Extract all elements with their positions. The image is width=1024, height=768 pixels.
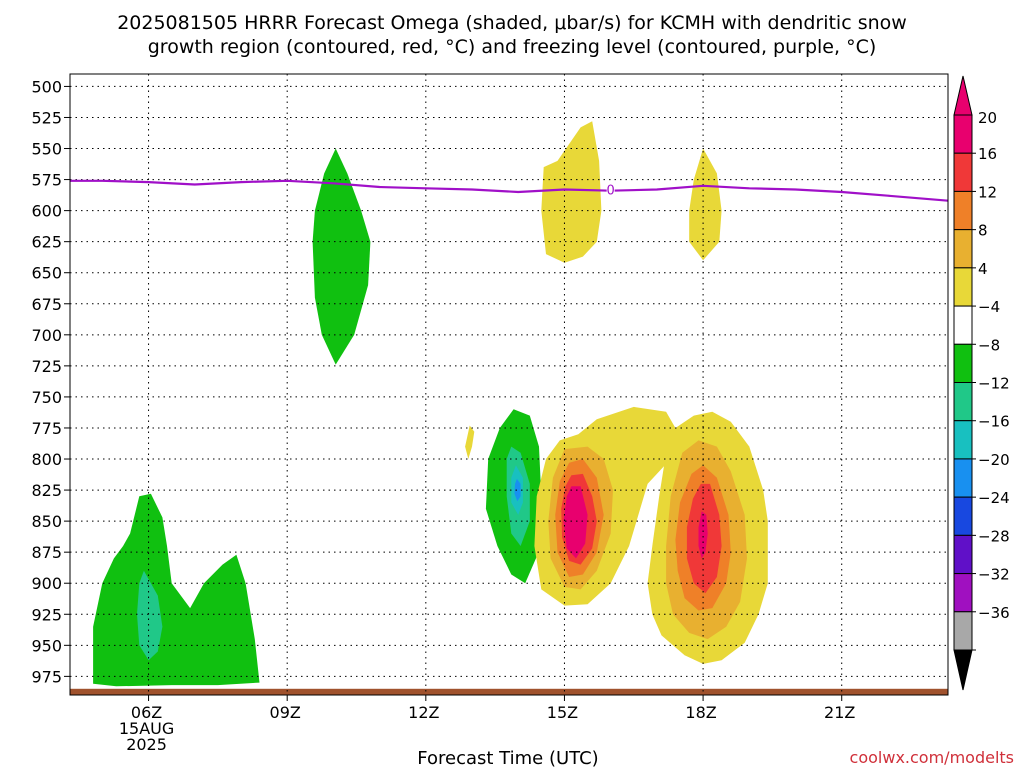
y-tick-label: 875 [31,543,62,562]
colorbar-label: −28 [978,527,1010,545]
omega-region [137,570,163,661]
colorbar-label: −16 [978,413,1010,431]
colorbar-swatch [953,611,973,651]
y-tick-label: 500 [31,77,62,96]
colorbar-label: 4 [978,260,988,278]
plot-border [69,73,949,696]
x-tick-label: 2025 [126,735,167,754]
omega-region [514,478,521,502]
chart-title-line: growth region (contoured, red, °C) and f… [148,36,877,58]
y-tick-label: 900 [31,574,62,593]
y-tick-label: 850 [31,512,62,531]
y-tick-label: 625 [31,233,62,252]
y-tick-label: 550 [31,140,62,159]
colorbar-label: 8 [978,222,988,240]
omega-region [563,486,588,559]
x-axis-label: Forecast Time (UTC) [417,748,598,768]
colorbar-swatch [953,305,973,345]
y-tick-label: 700 [31,326,62,345]
omega-region [312,148,371,365]
y-tick-label: 525 [31,108,62,127]
colorbar-legend: 20 16 12 8 4 −4 −8 −12 −16 −20 −24 −28 −32 −36 [953,75,1010,691]
colorbar-swatch [953,496,973,536]
colorbar-top-arrow [953,75,973,116]
colorbar-label: −20 [978,451,1010,469]
colorbar-swatch [953,343,973,383]
colorbar-swatch [953,458,973,498]
omega-region [698,511,708,559]
freezing-level-label-bg [606,183,615,196]
ground-layer [70,688,948,695]
colorbar-label: −12 [978,375,1010,393]
colorbar-label: −4 [978,298,1000,316]
omega-region [541,121,602,263]
plot-frame [69,73,949,696]
y-tick-label: 675 [31,295,62,314]
colorbar-swatch [953,382,973,422]
chart-title-line: 2025081505 HRRR Forecast Omega (shaded, … [117,12,907,34]
colorbar-swatch [953,267,973,307]
colorbar-label: −24 [978,489,1010,507]
y-tick-label: 825 [31,481,62,500]
omega-region [93,493,260,687]
credit-text: coolwx.com/modelts [850,748,1014,767]
colorbar-label: 12 [978,183,997,201]
x-tick-label: 15AUG [119,719,174,738]
freezing-level-line [70,179,949,202]
omega-region [689,148,722,261]
y-tick-label: 750 [31,388,62,407]
chart-title: 2025081505 HRRR Forecast Omega (shaded, … [117,12,907,58]
y-axis-tick-labels: 500 525 550 575 600 625 650 675 700 725 750 775 800 8… [31,77,70,686]
y-tick-label: 925 [31,605,62,624]
colorbar-swatch [953,190,973,231]
freezing-level-contour: 0 [70,179,949,202]
omega-region [465,425,475,459]
x-tick-label: 18Z [685,703,716,722]
colorbar-bottom-arrow [953,649,973,691]
freezing-level-label: 0 [607,184,615,199]
y-tick-label: 650 [31,264,62,283]
colorbar-swatch [953,114,973,154]
omega-shaded-regions [93,121,768,687]
colorbar-swatch [953,420,973,460]
colorbar-swatch [953,229,973,269]
colorbar-label: −8 [978,336,1000,354]
y-tick-label: 975 [31,667,62,686]
x-tick-label: 09Z [270,703,301,722]
colorbar-label: 16 [978,145,997,163]
colorbar-label: −32 [978,566,1010,584]
grid-lines [70,74,948,695]
y-tick-label: 600 [31,202,62,221]
colorbar-label: 20 [978,109,997,127]
y-tick-label: 775 [31,419,62,438]
y-tick-label: 575 [31,171,62,190]
y-tick-label: 725 [31,357,62,376]
y-tick-label: 950 [31,636,62,655]
colorbar-swatch [953,152,973,192]
x-tick-label: 21Z [824,703,855,722]
x-tick-label: 15Z [547,703,578,722]
y-tick-label: 800 [31,450,62,469]
x-tick-label: 06Z [131,703,162,722]
colorbar-swatch [953,573,973,613]
colorbar-swatch [953,534,973,575]
colorbar-label: −36 [978,604,1010,622]
x-tick-label: 12Z [408,703,439,722]
ground-bar [70,688,948,695]
